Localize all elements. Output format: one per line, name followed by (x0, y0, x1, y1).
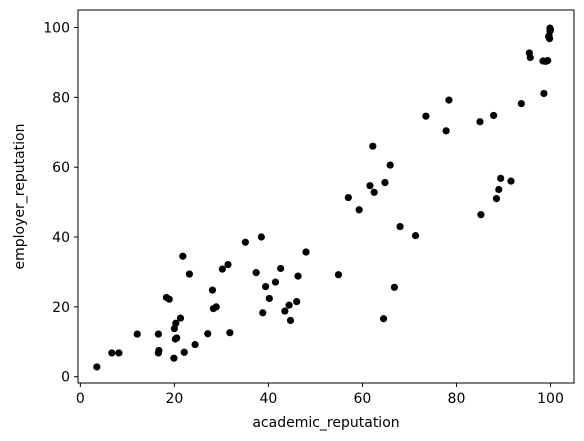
data-point-60 (497, 174, 505, 182)
data-point-57 (490, 111, 498, 120)
y-axis-ticks: 0 20 40 60 80 100 (43, 20, 78, 386)
data-point-30 (261, 283, 270, 291)
x-tick-label: 20 (165, 391, 183, 407)
data-point-24 (224, 261, 232, 269)
data-point-23 (218, 265, 226, 273)
data-point-22 (212, 303, 220, 311)
y-axis-label: employer_reputation (12, 124, 28, 270)
data-point-32 (271, 278, 280, 286)
x-tick-label: 40 (259, 391, 277, 407)
data-point-8 (165, 295, 173, 303)
data-point-48 (386, 161, 394, 169)
data-point-66 (540, 89, 548, 98)
data-point-56 (477, 211, 485, 219)
data-points (93, 24, 555, 371)
data-point-55 (476, 118, 484, 126)
data-point-53 (442, 127, 450, 135)
data-point-74 (545, 32, 553, 40)
x-axis-ticks: 0 20 40 60 80 100 (76, 383, 564, 407)
data-point-18 (191, 340, 199, 349)
data-point-45 (370, 188, 378, 196)
data-point-5 (155, 346, 163, 355)
data-point-37 (293, 298, 301, 306)
data-point-26 (241, 238, 249, 246)
data-point-2 (115, 349, 123, 357)
data-point-44 (369, 142, 377, 150)
y-tick-label: 100 (43, 20, 70, 36)
data-point-25 (226, 329, 234, 337)
data-point-3 (133, 330, 141, 338)
y-tick-label: 0 (61, 370, 70, 386)
data-point-11 (172, 319, 180, 327)
x-tick-label: 100 (537, 391, 564, 407)
data-point-36 (286, 316, 295, 325)
data-point-47 (381, 178, 389, 187)
data-point-61 (507, 177, 515, 185)
y-tick-label: 40 (52, 230, 70, 246)
data-point-1 (108, 349, 116, 357)
data-point-27 (252, 269, 260, 277)
data-point-43 (366, 182, 374, 190)
data-point-42 (355, 206, 363, 214)
data-point-73 (546, 25, 555, 34)
plot-frame (77, 9, 575, 384)
data-point-52 (422, 112, 430, 120)
x-axis-label: academic_reputation (252, 415, 399, 431)
y-tick-label: 20 (52, 300, 70, 316)
x-tick-label: 80 (448, 391, 466, 407)
data-point-0 (93, 363, 101, 371)
data-point-46 (379, 315, 388, 323)
data-point-38 (294, 272, 302, 280)
data-point-34 (281, 307, 289, 315)
data-point-62 (517, 100, 525, 108)
data-point-35 (285, 301, 293, 309)
data-point-41 (344, 193, 352, 202)
data-point-50 (396, 222, 404, 231)
data-point-39 (302, 248, 310, 256)
data-point-19 (204, 330, 212, 338)
y-tick-label: 80 (52, 90, 70, 106)
data-point-33 (277, 264, 285, 273)
data-point-59 (495, 185, 503, 194)
data-point-13 (173, 334, 181, 342)
data-point-28 (257, 233, 265, 241)
data-point-9 (170, 354, 178, 362)
data-point-6 (154, 330, 162, 338)
data-point-31 (265, 294, 273, 303)
data-point-64 (526, 53, 534, 62)
data-point-20 (208, 286, 217, 294)
data-point-14 (176, 314, 185, 322)
plot-background (78, 10, 574, 383)
data-point-17 (185, 270, 194, 278)
data-point-16 (180, 348, 188, 356)
x-tick-label: 60 (354, 391, 372, 407)
data-point-15 (179, 252, 187, 260)
data-point-29 (259, 309, 267, 317)
data-point-54 (445, 96, 453, 104)
data-point-58 (492, 195, 501, 203)
y-tick-label: 60 (52, 160, 70, 176)
data-point-68 (544, 57, 552, 65)
x-tick-label: 0 (76, 391, 85, 407)
data-point-40 (334, 271, 343, 279)
data-point-49 (390, 283, 399, 291)
data-point-51 (411, 232, 420, 240)
